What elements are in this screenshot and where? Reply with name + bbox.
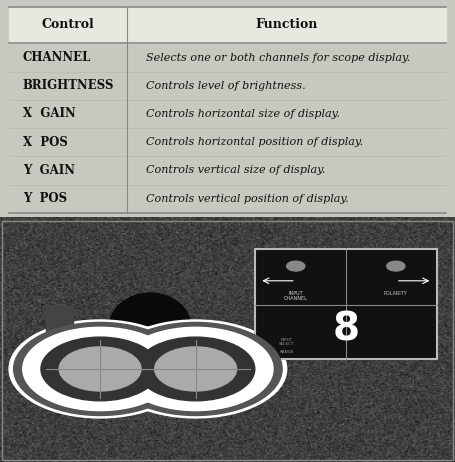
Text: 8: 8 [332, 311, 359, 349]
Circle shape [9, 320, 191, 418]
Text: Y  GAIN: Y GAIN [23, 164, 75, 177]
Text: POLARITY: POLARITY [384, 291, 408, 296]
Circle shape [59, 347, 141, 391]
Text: INPUT
SELECT: INPUT SELECT [279, 338, 294, 346]
Circle shape [136, 337, 255, 401]
Text: X  GAIN: X GAIN [23, 108, 76, 121]
Circle shape [14, 322, 187, 415]
Text: INPUT
CHANNEL: INPUT CHANNEL [284, 291, 308, 301]
Circle shape [41, 337, 159, 401]
Text: BRIGHTNESS: BRIGHTNESS [23, 79, 114, 92]
Circle shape [118, 327, 273, 411]
Circle shape [109, 322, 282, 415]
Bar [255, 249, 437, 359]
Bar [46, 305, 73, 334]
Text: Function: Function [255, 18, 318, 31]
Text: X  POS: X POS [23, 136, 68, 149]
Circle shape [155, 347, 237, 391]
Text: Controls level of brightness.: Controls level of brightness. [146, 81, 305, 91]
Text: CHANNEL: CHANNEL [23, 51, 91, 64]
Circle shape [387, 261, 405, 271]
Circle shape [23, 327, 177, 411]
Ellipse shape [109, 293, 191, 362]
Circle shape [105, 320, 287, 418]
Circle shape [287, 261, 305, 271]
Text: Control: Control [42, 18, 95, 31]
Text: Selects one or both channels for scope display.: Selects one or both channels for scope d… [146, 53, 410, 62]
Text: RANGE: RANGE [279, 350, 294, 354]
Text: Y  POS: Y POS [23, 192, 67, 205]
Text: Controls vertical size of display.: Controls vertical size of display. [146, 165, 325, 176]
Text: Controls horizontal position of display.: Controls horizontal position of display. [146, 137, 363, 147]
Text: Controls horizontal size of display.: Controls horizontal size of display. [146, 109, 339, 119]
Text: Controls vertical position of display.: Controls vertical position of display. [146, 194, 348, 204]
